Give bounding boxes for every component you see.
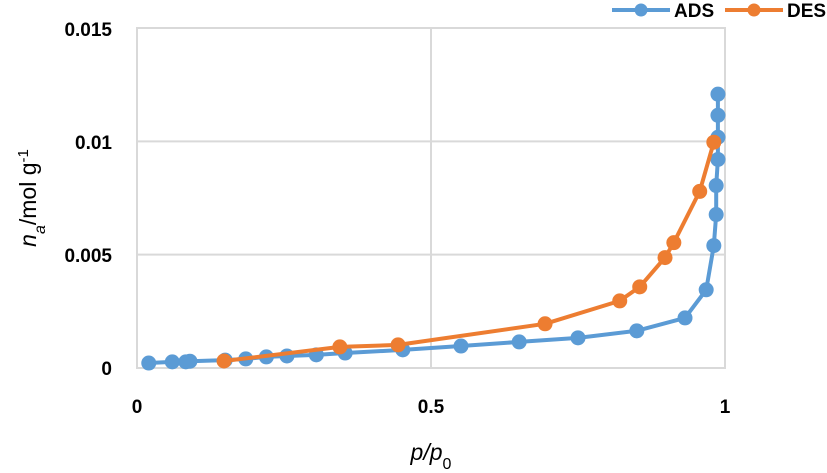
data-point-marker[interactable] xyxy=(141,355,157,371)
y-title-sub: a xyxy=(32,225,49,234)
data-point-marker[interactable] xyxy=(710,86,726,102)
data-point-marker[interactable] xyxy=(708,207,724,223)
y-title-italic: n xyxy=(15,234,41,247)
x-tick-label: 0 xyxy=(132,397,143,418)
series-ads xyxy=(141,86,726,371)
x-title-sub: 0 xyxy=(443,456,452,473)
data-point-marker[interactable] xyxy=(708,178,724,194)
y-title-sup: -1 xyxy=(15,149,32,162)
y-tick-label: 0.005 xyxy=(64,246,112,267)
y-axis-ticks: 0.015 0.01 0.005 0 xyxy=(64,20,112,380)
series-layer xyxy=(141,86,726,371)
data-point-marker[interactable] xyxy=(706,134,722,150)
legend-item-des[interactable]: DES xyxy=(725,1,826,22)
data-point-marker[interactable] xyxy=(657,250,673,266)
data-point-marker[interactable] xyxy=(511,334,527,350)
x-axis-ticks: 0 0.5 1 xyxy=(132,397,731,418)
legend-marker-icon xyxy=(634,3,648,17)
legend-marker-icon xyxy=(747,3,761,17)
legend: ADS DES xyxy=(612,1,826,22)
plot-area xyxy=(136,27,726,369)
data-point-marker[interactable] xyxy=(453,338,469,354)
data-point-marker[interactable] xyxy=(632,279,648,295)
data-point-marker[interactable] xyxy=(570,330,586,346)
data-point-marker[interactable] xyxy=(710,107,726,123)
data-point-marker[interactable] xyxy=(332,339,348,355)
data-point-marker[interactable] xyxy=(612,293,628,309)
x-title-main: p/p xyxy=(410,439,443,465)
x-axis-title: p/p0 xyxy=(410,439,452,473)
data-point-marker[interactable] xyxy=(216,353,232,369)
series-des xyxy=(216,134,722,369)
gridlines xyxy=(137,28,725,368)
data-point-marker[interactable] xyxy=(706,238,722,254)
series-line xyxy=(223,141,716,363)
y-axis-title: na/mol g-1 xyxy=(15,149,49,247)
y-tick-label: 0.015 xyxy=(64,20,112,41)
data-point-marker[interactable] xyxy=(710,151,726,167)
data-point-marker[interactable] xyxy=(537,316,553,332)
x-tick-label: 0.5 xyxy=(418,397,445,418)
data-point-marker[interactable] xyxy=(182,353,198,369)
x-tick-label: 1 xyxy=(720,397,731,418)
y-tick-label: 0.01 xyxy=(75,133,112,154)
legend-item-ads[interactable]: ADS xyxy=(612,1,714,22)
data-point-marker[interactable] xyxy=(629,323,645,339)
data-point-marker[interactable] xyxy=(666,235,682,251)
legend-label: ADS xyxy=(674,1,714,22)
data-point-marker[interactable] xyxy=(164,354,180,370)
data-point-marker[interactable] xyxy=(698,282,714,298)
y-title-rest: /mol g xyxy=(15,163,41,226)
data-point-marker[interactable] xyxy=(390,337,406,353)
data-point-marker[interactable] xyxy=(692,183,708,199)
y-tick-label: 0 xyxy=(101,359,112,380)
legend-label: DES xyxy=(787,1,826,22)
data-point-marker[interactable] xyxy=(677,310,693,326)
